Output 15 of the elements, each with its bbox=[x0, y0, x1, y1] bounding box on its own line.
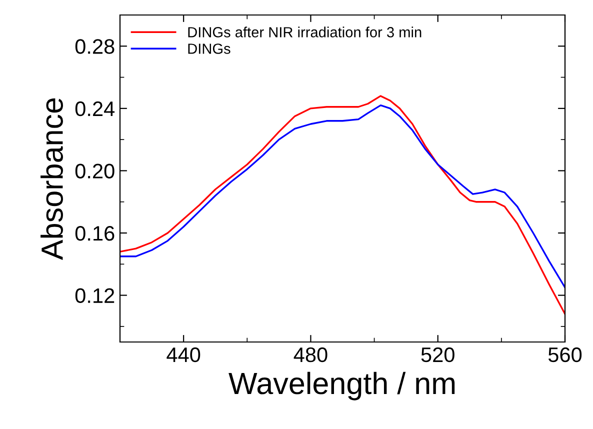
y-tick-label: 0.24 bbox=[75, 101, 115, 116]
y-tick-label: 0.28 bbox=[75, 39, 114, 54]
legend-label: DINGs bbox=[188, 44, 230, 54]
y-tick-label: 0.20 bbox=[75, 164, 114, 178]
y-axis-title: Absorbance bbox=[40, 98, 63, 260]
x-tick-label: 560 bbox=[548, 347, 582, 362]
x-tick-label: 440 bbox=[166, 347, 200, 362]
x-axis-title: Wavelength / nm bbox=[228, 372, 455, 400]
line-series bbox=[120, 104, 565, 288]
x-tick-label: 520 bbox=[421, 347, 454, 362]
y-tick-label: 0.16 bbox=[75, 226, 114, 241]
y-tick-label: 0.12 bbox=[75, 288, 114, 304]
line-series bbox=[120, 95, 565, 315]
legend-label: DINGs after NIR irradiation for 3 min bbox=[188, 26, 422, 38]
x-tick-label: 480 bbox=[294, 347, 328, 362]
